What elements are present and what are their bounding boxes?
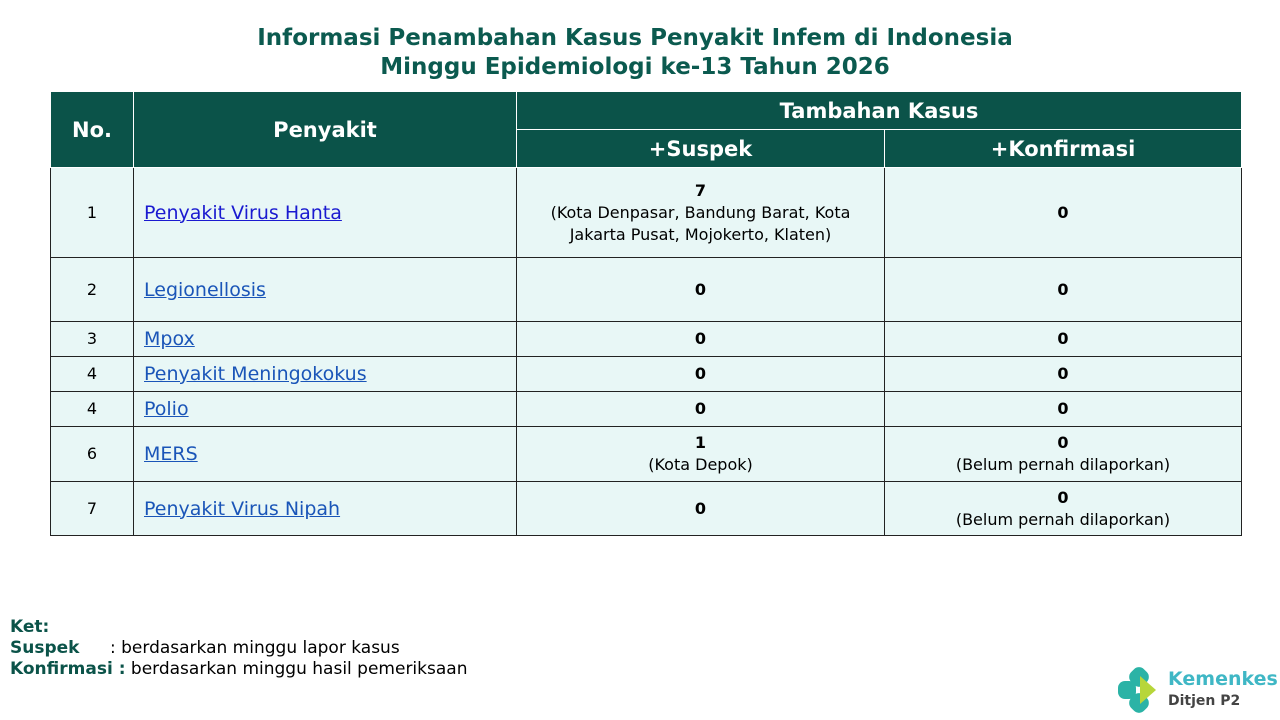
row-number: 6 [50, 426, 134, 482]
suspek-count: 0 [694, 498, 707, 518]
table-row: 2 Legionellosis 0 0 [50, 257, 1242, 322]
row-number: 2 [50, 257, 134, 322]
disease-link[interactable]: Penyakit Virus Nipah [144, 497, 341, 520]
suspek-count: 1 [694, 433, 707, 452]
disease-cell: Polio [133, 391, 517, 427]
disease-link[interactable]: Legionellosis [144, 278, 266, 301]
table-row: 4 Penyakit Meningokokus 0 0 [50, 356, 1242, 392]
disease-cell: MERS [133, 426, 517, 482]
suspek-cell: 0 [516, 321, 885, 357]
konfirmasi-count: 0 [1057, 399, 1069, 418]
disease-link[interactable]: Penyakit Meningokokus [144, 363, 367, 385]
header-no: No. [50, 91, 134, 168]
konfirmasi-count: 0 [1057, 364, 1069, 383]
konfirmasi-count: 0 [1057, 487, 1069, 507]
logo-sub: Ditjen P2 [1168, 693, 1241, 709]
suspek-cell: 0 [516, 356, 885, 392]
konfirmasi-note: (Belum pernah dilaporkan) [955, 509, 1171, 529]
konfirmasi-cell: 0 [884, 356, 1242, 392]
row-number: 4 [50, 391, 134, 427]
ket-konfirmasi-label: Konfirmasi : [10, 659, 126, 679]
disease-cell: Penyakit Virus Hanta [133, 167, 517, 258]
konfirmasi-cell: 0 [884, 321, 1242, 357]
table-row: 1 Penyakit Virus Hanta 7 (Kota Denpasar, … [50, 167, 1242, 258]
suspek-count: 0 [694, 329, 707, 348]
suspek-count: 7 [694, 180, 707, 200]
konfirmasi-cell: 0 (Belum pernah dilaporkan) [884, 426, 1242, 482]
page-title: Informasi Penambahan Kasus Penyakit Infe… [0, 24, 1270, 82]
suspek-count: 0 [694, 279, 707, 299]
disease-link[interactable]: Polio [144, 398, 189, 420]
suspek-cell: 0 [516, 481, 885, 536]
konfirmasi-count: 0 [1057, 279, 1069, 299]
ket-suspek-text: : berdasarkan minggu lapor kasus [110, 638, 400, 658]
header-penyakit: Penyakit [133, 91, 517, 168]
suspek-cell: 7 (Kota Denpasar, Bandung Barat, Kota Jak… [516, 167, 885, 258]
konfirmasi-cell: 0 (Belum pernah dilaporkan) [884, 481, 1242, 536]
suspek-count: 0 [694, 364, 707, 383]
table-row: 6 MERS 1 (Kota Depok) 0 (Belum pernah dila… [50, 426, 1242, 482]
konfirmasi-count: 0 [1057, 433, 1069, 452]
table-row: 3 Mpox 0 0 [50, 321, 1242, 357]
table-row: 7 Penyakit Virus Nipah 0 0 (Belum pernah … [50, 481, 1242, 536]
suspek-note: (Kota Depok) [648, 455, 753, 474]
legend-notes: Ket: Suspek : berdasarkan minggu lapor ka… [10, 617, 467, 680]
row-number: 7 [50, 481, 134, 536]
row-number: 3 [50, 321, 134, 357]
disease-cell: Mpox [133, 321, 517, 357]
konfirmasi-cell: 0 [884, 391, 1242, 427]
konfirmasi-cell: 0 [884, 257, 1242, 322]
logo-name: Kemenkes [1168, 668, 1278, 690]
title-line-2: Minggu Epidemiologi ke-13 Tahun 2026 [380, 54, 890, 80]
ket-konfirmasi-text: berdasarkan minggu hasil pemeriksaan [125, 659, 468, 679]
disease-cell: Penyakit Meningokokus [133, 356, 517, 392]
konfirmasi-count: 0 [1057, 202, 1069, 222]
cases-table: No. Penyakit Tambahan Kasus +Suspek +Kon… [50, 91, 1242, 536]
kemenkes-logo: Kemenkes Ditjen P2 [1116, 666, 1278, 718]
disease-cell: Legionellosis [133, 257, 517, 322]
suspek-cell: 1 (Kota Depok) [516, 426, 885, 482]
konfirmasi-cell: 0 [884, 167, 1242, 258]
disease-link[interactable]: MERS [144, 443, 198, 465]
suspek-cell: 0 [516, 391, 885, 427]
konfirmasi-note: (Belum pernah dilaporkan) [955, 455, 1171, 474]
header-konfirmasi: +Konfirmasi [884, 129, 1242, 168]
suspek-cell: 0 [516, 257, 885, 322]
konfirmasi-count: 0 [1057, 329, 1069, 348]
ket-label: Ket: [10, 617, 50, 637]
disease-cell: Penyakit Virus Nipah [133, 481, 517, 536]
header-tambahan-kasus: Tambahan Kasus [516, 91, 1242, 130]
row-number: 1 [50, 167, 134, 258]
suspek-note: (Kota Denpasar, Bandung Barat, Kota Jaka… [550, 202, 851, 244]
disease-link[interactable]: Penyakit Virus Hanta [144, 201, 342, 224]
kemenkes-logo-icon [1118, 667, 1156, 713]
table-row: 4 Polio 0 0 [50, 391, 1242, 427]
suspek-count: 0 [694, 399, 707, 418]
header-suspek: +Suspek [516, 129, 885, 168]
row-number: 4 [50, 356, 134, 392]
title-line-1: Informasi Penambahan Kasus Penyakit Infe… [257, 25, 1013, 51]
ket-suspek-label: Suspek [10, 638, 80, 658]
disease-link[interactable]: Mpox [144, 328, 195, 350]
